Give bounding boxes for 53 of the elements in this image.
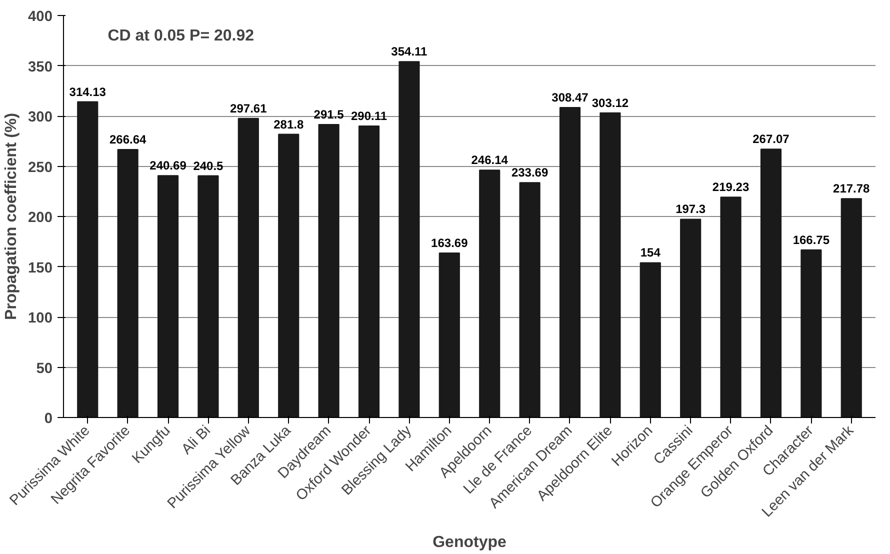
x-tick-label: Ali Bi <box>178 422 214 458</box>
y-tick-label: 50 <box>36 360 53 377</box>
bar <box>760 148 782 418</box>
y-tick-label: 250 <box>28 160 53 176</box>
data-label: 354.11 <box>391 44 428 59</box>
data-label: 233.69 <box>511 166 548 180</box>
data-label: 267.07 <box>752 132 790 146</box>
y-tick-label: 100 <box>28 310 53 326</box>
data-label: 197.3 <box>676 202 706 216</box>
data-label: 297.61 <box>230 101 268 116</box>
data-label: 240.69 <box>150 158 187 173</box>
bar <box>278 134 300 418</box>
bar <box>398 61 420 418</box>
bar <box>479 170 500 418</box>
data-label: 314.13 <box>69 84 106 99</box>
bar <box>840 198 862 418</box>
bar <box>720 196 742 418</box>
data-label: 290.11 <box>350 108 388 123</box>
bar <box>117 149 138 418</box>
data-label: 281.8 <box>274 117 304 132</box>
data-label: 246.14 <box>471 153 508 168</box>
y-axis-title: Propagation coefficient (%) <box>3 112 20 320</box>
bar <box>800 249 822 418</box>
bar <box>600 112 621 418</box>
bar <box>519 182 540 418</box>
data-label: 266.64 <box>109 132 146 147</box>
data-label: 240.5 <box>193 158 224 173</box>
y-tick-label: 0 <box>44 411 53 427</box>
bar <box>318 124 340 418</box>
data-label: 217.78 <box>833 182 870 196</box>
bar <box>238 118 259 418</box>
bar <box>438 252 460 418</box>
bar <box>198 175 219 418</box>
data-label: 303.12 <box>592 96 629 110</box>
data-label: 308.47 <box>552 90 589 104</box>
data-label: 166.75 <box>792 232 830 247</box>
bar <box>358 125 380 418</box>
annotation: CD at 0.05 P= 20.92 <box>108 28 254 45</box>
data-label: 219.23 <box>712 180 750 194</box>
y-tick-label: 350 <box>28 59 53 76</box>
data-label: 163.69 <box>431 236 468 250</box>
y-tick-label: 200 <box>28 210 53 226</box>
x-axis-title: Genotype <box>432 534 506 552</box>
data-label: 154 <box>640 246 661 260</box>
data-label: 291.5 <box>314 108 344 122</box>
bar <box>559 106 581 418</box>
y-tick-label: 150 <box>28 260 53 276</box>
bar <box>157 175 179 418</box>
bar <box>77 101 98 418</box>
bar <box>680 218 702 418</box>
y-tick-label: 400 <box>28 9 53 25</box>
bar <box>640 262 661 418</box>
y-tick-label: 300 <box>28 110 53 126</box>
